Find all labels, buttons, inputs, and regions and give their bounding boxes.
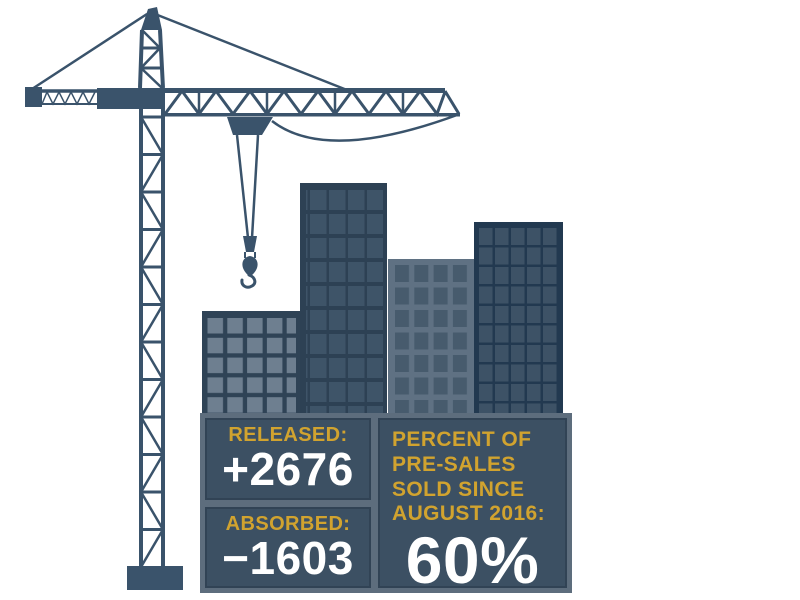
crane-cable-left [31, 12, 148, 91]
crane-machinery-block [97, 88, 165, 109]
presales-label: PERCENT OF PRE-SALES SOLD SINCE AUGUST 2… [392, 428, 546, 526]
absorbed-label: ABSORBED: [225, 512, 351, 535]
crane-mast [139, 88, 165, 568]
presales-value: 60% [405, 523, 540, 588]
absorbed-stat: ABSORBED: −1603 [205, 506, 371, 588]
crane-counterweight [25, 87, 42, 107]
stats-panel: RELEASED: +2676 PERCENT OF PRE-SALES SOL… [200, 413, 572, 593]
crane-tower-top [138, 29, 165, 89]
crane-hook-assembly [235, 134, 260, 289]
released-value: +2676 [222, 443, 354, 496]
tower-crane [25, 7, 461, 590]
hook-icon [240, 273, 257, 289]
crane-jib [163, 88, 461, 118]
crane-slack-cable [271, 113, 458, 142]
building-2-windows [306, 188, 383, 415]
hook-pulley-icon [242, 256, 258, 277]
building-3-windows [393, 264, 470, 415]
crane-counter-jib [40, 89, 97, 106]
building-1-windows [206, 316, 296, 415]
building-2 [300, 183, 387, 415]
released-label: RELEASED: [228, 424, 348, 447]
crane-cable-right [154, 12, 348, 92]
crane-base [127, 566, 183, 590]
building-4 [474, 222, 563, 415]
building-1 [202, 311, 300, 415]
crane-trolley [227, 117, 273, 135]
absorbed-value: −1603 [222, 531, 354, 584]
crane-peak [141, 7, 162, 30]
released-stat: RELEASED: +2676 [205, 418, 371, 500]
building-4-windows [478, 227, 559, 415]
building-3 [388, 259, 475, 415]
presales-stat: PERCENT OF PRE-SALES SOLD SINCE AUGUST 2… [378, 418, 567, 588]
